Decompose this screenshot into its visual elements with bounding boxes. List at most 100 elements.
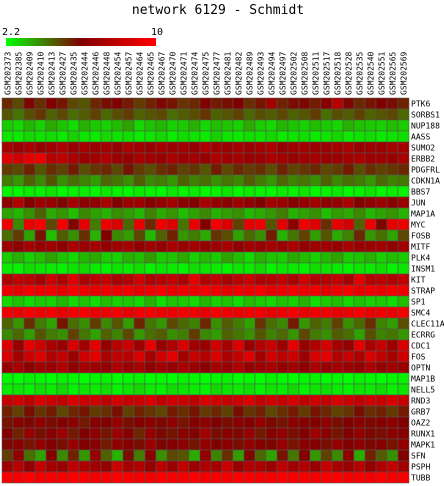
heatmap-cell	[232, 97, 245, 110]
heatmap-cell	[177, 449, 190, 462]
heatmap-cell	[133, 350, 146, 363]
heatmap-cell	[67, 185, 80, 198]
heatmap-cell	[364, 185, 377, 198]
heatmap-cell	[265, 295, 278, 308]
heatmap-cell	[177, 438, 190, 451]
heatmap-cell	[122, 416, 135, 429]
heatmap-cell	[56, 273, 69, 286]
heatmap-cell	[78, 317, 91, 330]
heatmap-cell	[100, 361, 113, 374]
heatmap-cell	[177, 196, 190, 209]
heatmap-cell	[56, 383, 69, 396]
heatmap-cell	[100, 471, 113, 484]
heatmap-cell	[199, 196, 212, 209]
heatmap-cell	[166, 152, 179, 165]
heatmap-cell	[375, 372, 388, 385]
heatmap-cell	[210, 416, 223, 429]
heatmap-cell	[375, 273, 388, 286]
heatmap-cell	[199, 383, 212, 396]
heatmap-cell	[276, 218, 289, 231]
heatmap-cell	[232, 295, 245, 308]
heatmap-cell	[67, 449, 80, 462]
heatmap-cell	[221, 416, 234, 429]
heatmap-cell	[397, 416, 410, 429]
heatmap-cell	[353, 130, 366, 143]
heatmap-cell	[298, 361, 311, 374]
heatmap-cell	[122, 306, 135, 319]
column-label: GSM202410	[37, 51, 46, 95]
heatmap-cell	[34, 416, 47, 429]
heatmap-cell	[397, 207, 410, 220]
heatmap-cell	[1, 394, 14, 407]
heatmap-cell	[298, 306, 311, 319]
heatmap-cell	[265, 449, 278, 462]
heatmap-cell	[67, 383, 80, 396]
heatmap-cell	[298, 141, 311, 154]
heatmap-cell	[331, 218, 344, 231]
heatmap-cell	[386, 141, 399, 154]
heatmap-cell	[309, 405, 322, 418]
heatmap-cell	[89, 361, 102, 374]
heatmap-cell	[276, 251, 289, 264]
heatmap-cell	[56, 405, 69, 418]
heatmap-cell	[353, 218, 366, 231]
heatmap-cell	[23, 471, 36, 484]
heatmap-cell	[364, 350, 377, 363]
heatmap-cell	[386, 350, 399, 363]
heatmap-cell	[56, 339, 69, 352]
heatmap-cell	[23, 196, 36, 209]
heatmap-cell	[100, 185, 113, 198]
heatmap-cell	[111, 416, 124, 429]
heatmap-cell	[166, 119, 179, 132]
heatmap-cell	[34, 119, 47, 132]
heatmap-cell	[133, 471, 146, 484]
heatmap-cell	[12, 328, 25, 341]
heatmap-cell	[309, 196, 322, 209]
heatmap-cell	[188, 108, 201, 121]
heatmap-cell	[210, 405, 223, 418]
heatmap-cell	[155, 130, 168, 143]
heatmap-cell	[45, 273, 58, 286]
heatmap-cell	[100, 339, 113, 352]
heatmap-cell	[320, 152, 333, 165]
heatmap-cell	[122, 438, 135, 451]
heatmap-cell	[397, 339, 410, 352]
heatmap-cell	[353, 97, 366, 110]
heatmap-cell	[1, 339, 14, 352]
heatmap-cell	[199, 295, 212, 308]
heatmap-cell	[232, 119, 245, 132]
heatmap-cell	[100, 229, 113, 242]
heatmap-cell	[254, 251, 267, 264]
heatmap-cell	[309, 240, 322, 253]
heatmap-cell	[166, 394, 179, 407]
heatmap-cell	[386, 207, 399, 220]
heatmap-cell	[397, 394, 410, 407]
heatmap-cell	[232, 306, 245, 319]
heatmap-cell	[254, 449, 267, 462]
heatmap-cell	[243, 295, 256, 308]
heatmap-cell	[265, 218, 278, 231]
heatmap-cell	[188, 295, 201, 308]
heatmap-cell	[309, 119, 322, 132]
heatmap-cell	[122, 185, 135, 198]
heatmap-cell	[353, 438, 366, 451]
heatmap-cell	[232, 262, 245, 275]
heatmap-cell	[342, 207, 355, 220]
heatmap-cell	[23, 295, 36, 308]
heatmap-cell	[1, 361, 14, 374]
heatmap-cell	[243, 141, 256, 154]
heatmap-cell	[177, 97, 190, 110]
heatmap-cell	[276, 460, 289, 473]
heatmap-cell	[254, 350, 267, 363]
row-label: PDGFRL	[411, 166, 440, 175]
heatmap-cell	[243, 108, 256, 121]
heatmap-cell	[78, 339, 91, 352]
heatmap-cell	[155, 251, 168, 264]
heatmap-cell	[210, 273, 223, 286]
heatmap-cell	[386, 438, 399, 451]
heatmap-cell	[45, 394, 58, 407]
heatmap-cell	[56, 141, 69, 154]
heatmap-cell	[23, 328, 36, 341]
heatmap-cell	[100, 163, 113, 176]
heatmap-cell	[386, 185, 399, 198]
